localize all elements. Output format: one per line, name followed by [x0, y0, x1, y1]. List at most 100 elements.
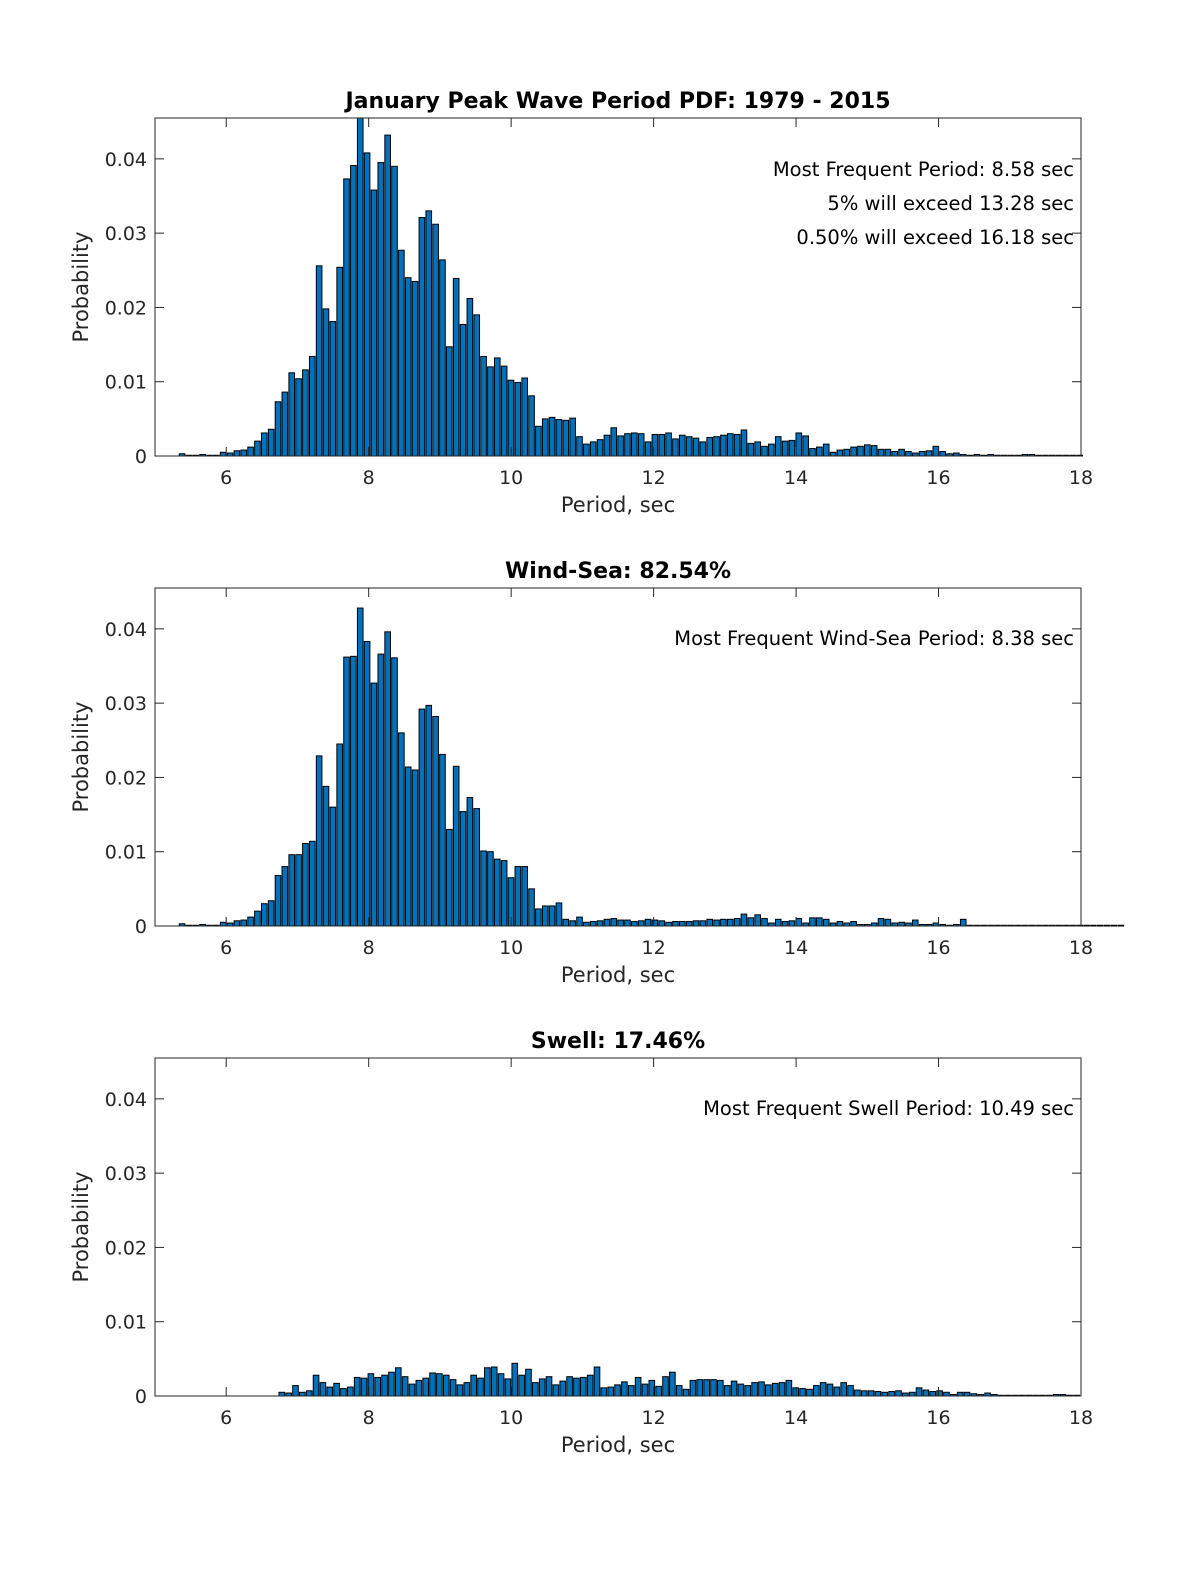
x-tick-label: 14 [784, 937, 808, 959]
histogram-bar [888, 1391, 895, 1397]
histogram-bar [850, 921, 857, 927]
histogram-bar [333, 1382, 340, 1397]
histogram-bar [240, 449, 248, 457]
y-tick-label: 0 [135, 916, 147, 938]
histogram-bar [703, 1379, 710, 1397]
y-tick-label: 0.01 [105, 372, 147, 394]
histogram-bar [473, 314, 481, 457]
histogram-bar [751, 1382, 758, 1397]
histogram-bar [452, 765, 460, 927]
histogram-bar [593, 1366, 601, 1397]
histogram-bar [733, 918, 741, 927]
histogram-bar [637, 920, 645, 927]
histogram-bar [312, 1374, 320, 1397]
histogram-bar [518, 1374, 525, 1397]
histogram-bar [347, 1386, 354, 1397]
x-tick-label: 18 [1069, 1407, 1093, 1429]
histogram-bar [740, 429, 748, 457]
histogram-bar [847, 1385, 854, 1397]
histogram-bar [689, 1379, 697, 1397]
histogram-bar [624, 433, 631, 457]
histogram-bar [908, 1391, 916, 1397]
annotation-most-frequent-period: Most Frequent Period: 8.58 sec [773, 158, 1074, 181]
histogram-bar [675, 1385, 683, 1397]
histogram-bar [733, 433, 741, 457]
histogram-bar [922, 1389, 930, 1397]
histogram-bar [589, 441, 597, 457]
annotation-0.5pct-exceed: 0.50% will exceed 16.18 sec [796, 226, 1074, 249]
x-tick-label: 12 [642, 1407, 666, 1429]
y-tick-label: 0.01 [105, 842, 147, 864]
histogram-bar [717, 1379, 724, 1397]
histogram-bar [398, 249, 405, 457]
histogram-bar [891, 451, 899, 457]
histogram-bar [819, 1382, 827, 1397]
histogram-bar [665, 921, 672, 927]
histogram-bar [884, 448, 892, 457]
histogram-bar [555, 419, 563, 457]
histogram-bar [329, 806, 337, 927]
x-tick-label: 16 [926, 1407, 950, 1429]
y-tick-label: 0.02 [105, 297, 147, 319]
histogram-bar [812, 1385, 820, 1397]
histogram-bar [381, 1374, 388, 1397]
histogram-bar [336, 266, 343, 457]
histogram-bar [432, 223, 439, 457]
histogram-bar [528, 395, 535, 457]
histogram-bar [511, 1362, 519, 1397]
histogram-bar [781, 921, 789, 927]
histogram-bar [466, 796, 474, 927]
histogram-bar [555, 902, 563, 927]
histogram-bar [665, 432, 672, 457]
histogram-bar [363, 640, 371, 927]
histogram-bar [867, 1390, 875, 1397]
histogram-bar [350, 655, 357, 927]
histogram-bar [452, 277, 460, 457]
tick-group [155, 588, 1082, 927]
histogram-bar [898, 448, 905, 457]
histogram-bar [730, 1380, 738, 1397]
histogram-bar [315, 755, 323, 927]
histogram-bar [484, 1367, 491, 1397]
histogram-bar [720, 434, 727, 457]
histogram-bar [493, 357, 501, 457]
histogram-bar [761, 918, 768, 927]
histogram-bar [843, 448, 851, 457]
x-tick-label: 18 [1069, 937, 1093, 959]
bar-group [278, 1362, 1080, 1397]
histogram-bar [713, 436, 720, 457]
histogram-bar [490, 1366, 498, 1397]
histogram-bar [631, 432, 638, 457]
histogram-bar [480, 355, 487, 457]
histogram-bar [493, 858, 501, 927]
chart-title: Swell: 17.46% [531, 1029, 705, 1054]
histogram-bar [959, 918, 967, 927]
histogram-bar [857, 445, 864, 457]
histogram-bar [678, 434, 686, 457]
histogram-bar [545, 1376, 553, 1397]
histogram-bar [802, 435, 809, 457]
x-tick-label: 8 [363, 467, 375, 489]
histogram-bar [305, 1390, 313, 1397]
histogram-bar [583, 921, 590, 927]
histogram-bar [439, 259, 446, 457]
histogram-bar [247, 916, 254, 927]
x-tick-label: 10 [499, 937, 523, 959]
histogram-bar [754, 914, 761, 927]
histogram-bar [785, 1379, 793, 1397]
annotation-5pct-exceed: 5% will exceed 13.28 sec [827, 192, 1074, 215]
histogram-bar [528, 888, 535, 927]
histogram-bar [573, 1377, 580, 1397]
histogram-bar [621, 1381, 628, 1397]
histogram-bar [809, 448, 816, 457]
histogram-bar [826, 1383, 834, 1397]
y-tick-label: 0 [135, 1386, 147, 1408]
histogram-bar [627, 1385, 635, 1397]
histogram-bar [401, 1376, 409, 1397]
histogram-bar [569, 417, 576, 457]
histogram-bar [521, 377, 529, 457]
histogram-bar [713, 919, 720, 927]
histogram-bar [302, 843, 309, 927]
histogram-bar [692, 920, 700, 927]
